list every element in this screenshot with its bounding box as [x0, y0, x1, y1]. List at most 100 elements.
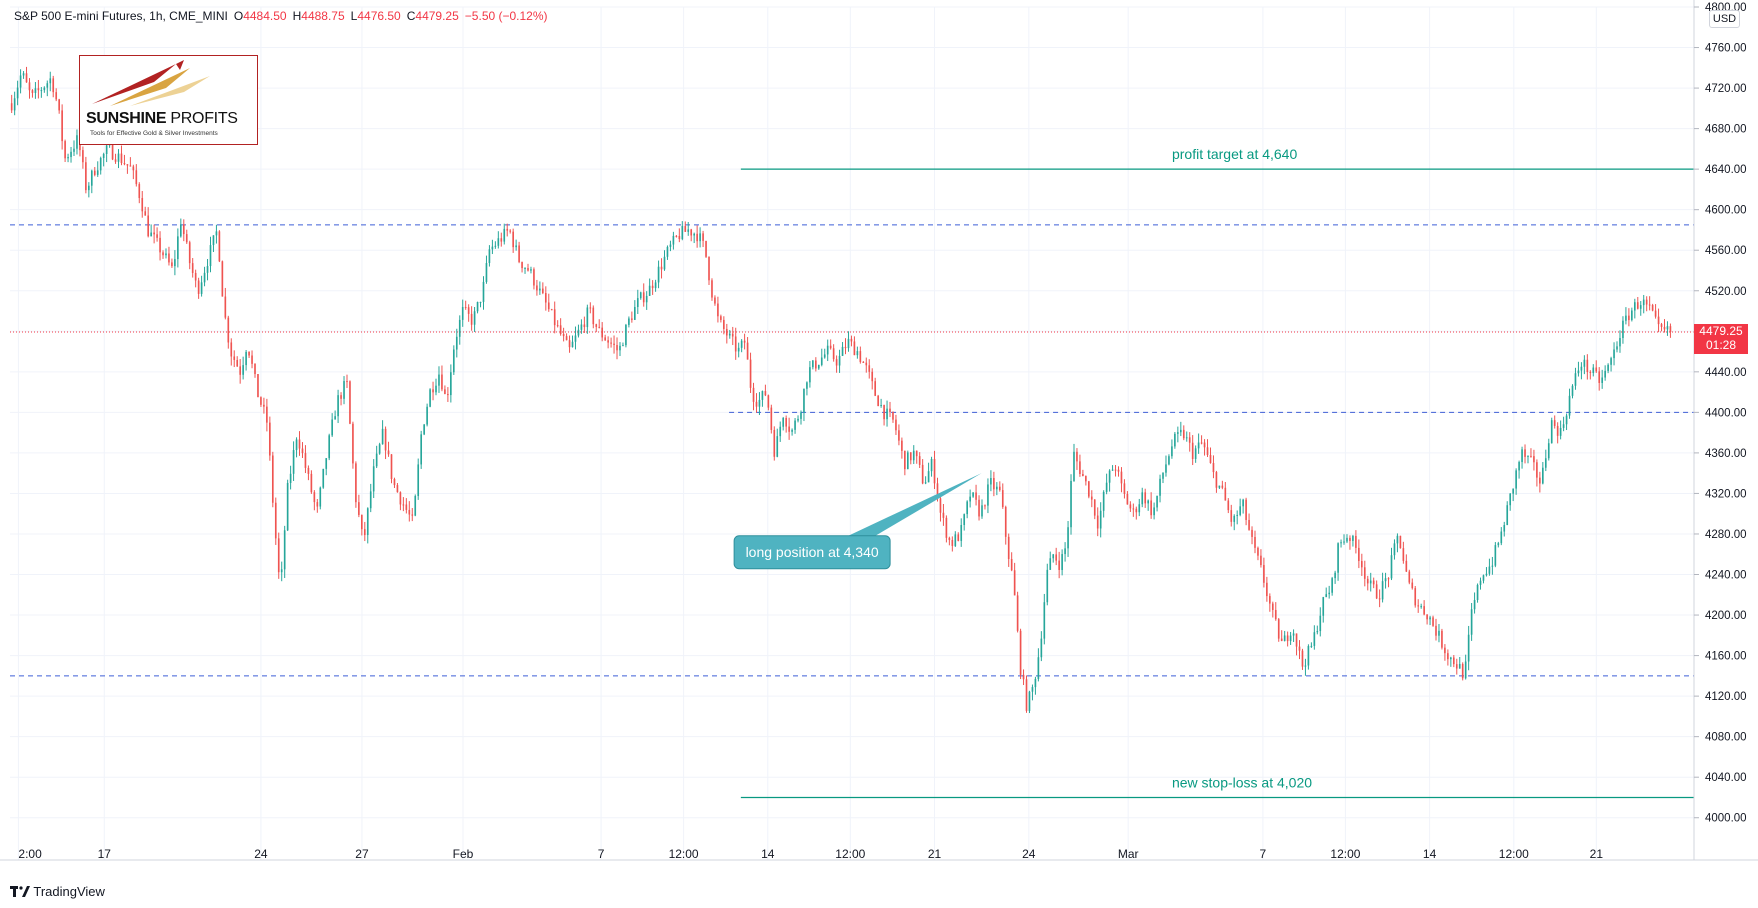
candle-body [556, 325, 559, 327]
candle-body [1316, 631, 1319, 633]
candle-body [1479, 580, 1482, 585]
candle-body [886, 408, 888, 420]
high-value: 4488.75 [301, 9, 345, 23]
candle-body [49, 78, 52, 84]
candle-body [803, 388, 805, 413]
candle-body [1577, 370, 1580, 374]
candle-body [1488, 566, 1491, 574]
candle-body [1248, 519, 1250, 530]
candle-body [67, 157, 69, 159]
candle-body [812, 360, 814, 368]
candle-body [527, 267, 529, 271]
candle-body [31, 90, 34, 93]
candle-body [464, 307, 467, 309]
candle-body [1114, 469, 1117, 471]
candle-body [521, 262, 523, 269]
candle-body [301, 448, 304, 454]
candle-body [1482, 575, 1485, 581]
candle-body [1607, 364, 1609, 371]
candle-body [1381, 581, 1384, 600]
candle-body [197, 280, 200, 294]
candle-body [1494, 545, 1497, 566]
candle-body [13, 98, 16, 111]
candle-body [815, 360, 817, 369]
candle-body [1138, 504, 1141, 513]
candle-body [874, 381, 877, 396]
candle-body [1512, 488, 1514, 494]
position-callout[interactable]: long position at 4,340 [733, 473, 982, 570]
candle-body [174, 259, 176, 267]
candle-body [1215, 472, 1218, 488]
candle-body [737, 347, 740, 352]
candle-body [1352, 535, 1354, 541]
candle-body [458, 319, 461, 337]
candle-body [1239, 506, 1241, 515]
candle-body [559, 325, 562, 335]
candle-body [346, 381, 348, 383]
tradingview-brand[interactable]: TradingView [10, 884, 105, 899]
candle-body [432, 389, 434, 393]
bar-countdown: 01:28 [1705, 338, 1737, 352]
candle-body [363, 529, 366, 536]
candle-body [1544, 458, 1547, 468]
candle-body [381, 428, 384, 445]
candle-body [666, 246, 669, 257]
candle-body [396, 485, 399, 493]
candle-body [102, 154, 105, 158]
candle-body [1447, 653, 1449, 660]
candle-body [678, 235, 681, 240]
candle-body [257, 374, 259, 398]
candle-body [984, 505, 986, 507]
candle-body [1289, 635, 1292, 642]
candle-body [358, 502, 360, 515]
candle-body [349, 381, 351, 424]
candle-body [1013, 570, 1016, 596]
candle-body [408, 509, 411, 515]
candle-body [1432, 617, 1434, 626]
candle-body [957, 534, 960, 541]
candle-body [889, 408, 891, 412]
candle-body [877, 395, 879, 407]
currency-badge[interactable]: USD [1709, 10, 1740, 28]
price-axis[interactable]: 4000.00 4040.00 4080.00 4120.00 4160.00 4200.… [1693, 0, 1747, 860]
price-tick-label: 4520.00 [1705, 286, 1747, 298]
candle-body [767, 395, 770, 408]
candle-body [76, 135, 78, 149]
candle-body [687, 229, 690, 232]
candle-body [1660, 324, 1663, 327]
candle-body [1040, 638, 1043, 658]
candle-body [1277, 619, 1280, 639]
price-tick-label: 4600.00 [1705, 205, 1747, 217]
candle-body [987, 484, 989, 506]
candle-body [280, 569, 283, 573]
candle-body [1547, 443, 1550, 459]
candle-body [1565, 415, 1568, 425]
candle-body [723, 319, 725, 329]
candle-body [438, 374, 440, 386]
candle-body [90, 170, 93, 186]
candle-body [1209, 454, 1212, 464]
candle-body [924, 482, 927, 484]
last-price-value: 4479.25 [1699, 324, 1743, 338]
candle-body [1574, 373, 1577, 386]
price-tick-label: 4000.00 [1705, 813, 1747, 825]
candle-body [717, 303, 719, 317]
candle-body [1096, 515, 1099, 529]
candle-body [856, 351, 859, 356]
candle-body [1001, 490, 1004, 507]
time-axis[interactable]: 2:00 17 24 27 Feb 7 12:00 14 12:00 21 24 Mar 7 12:00 1… [0, 847, 1758, 861]
candle-body [1337, 543, 1339, 573]
candle-body [245, 351, 247, 366]
candle-body [144, 211, 147, 216]
candle-body [1390, 555, 1393, 579]
candle-body [473, 311, 476, 325]
candle-body [1120, 471, 1123, 484]
time-tick-label: 2:00 [18, 847, 42, 861]
candle-body [1476, 584, 1479, 600]
candle-body [325, 458, 328, 469]
candle-body [1230, 510, 1233, 522]
candle-body [52, 78, 55, 93]
candle-body [399, 492, 402, 505]
candle-body [865, 362, 868, 366]
